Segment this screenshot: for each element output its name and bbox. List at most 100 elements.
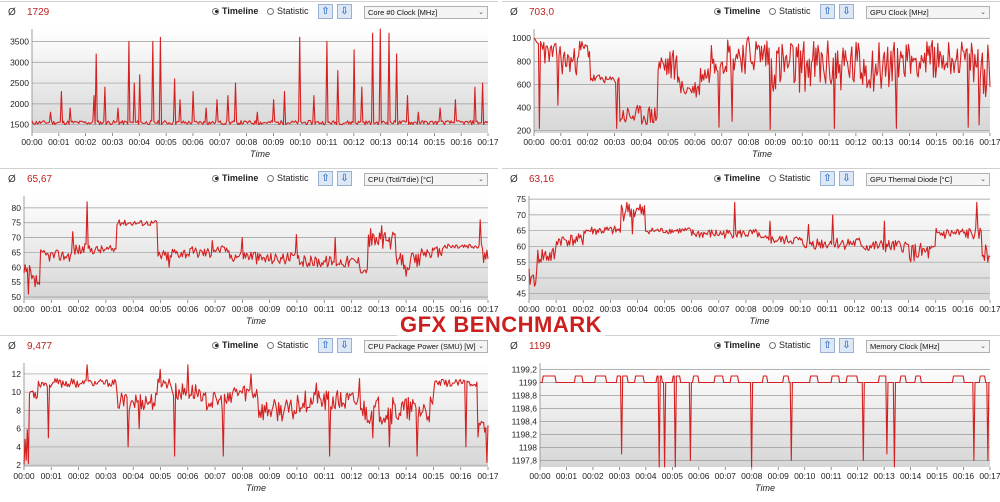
x-tick-label: 00:00	[13, 471, 35, 481]
x-axis-label: Time	[752, 149, 772, 159]
x-tick-label: 00:03	[102, 137, 124, 147]
radio-selected-icon	[212, 7, 219, 15]
chevron-down-icon: ⌄	[980, 176, 986, 183]
statistic-radio[interactable]: Statistic	[267, 340, 309, 350]
x-tick-label: 00:06	[681, 304, 703, 314]
chevron-down-icon: ⌄	[478, 9, 484, 16]
y-tick-label: 1197,8	[512, 456, 538, 466]
y-tick-label: 1199,2	[512, 365, 538, 375]
sensor-select[interactable]: CPU (Tctl/Tdie) [°C] ⌄	[364, 173, 488, 186]
x-tick-label: 00:16	[451, 137, 473, 147]
x-tick-label: 00:07	[209, 137, 231, 147]
sensor-select[interactable]: Core #0 Clock [MHz] ⌄	[364, 6, 488, 19]
x-tick-label: 00:02	[68, 471, 90, 481]
move-down-button[interactable]: ⇩	[337, 338, 352, 353]
sensor-select[interactable]: Memory Clock [MHz] ⌄	[866, 340, 990, 353]
x-tick-label: 00:13	[370, 137, 392, 147]
x-tick-label: 00:04	[627, 304, 649, 314]
y-tick-label: 70	[12, 233, 22, 243]
x-tick-label: 00:00	[523, 137, 545, 147]
timeline-chart: 1500 2000 2500 3000 3500 00:00 00:01 00:02 00:03…	[10, 28, 498, 159]
arrow-up-icon: ⇧	[321, 340, 330, 351]
y-tick-label: 8	[16, 405, 21, 415]
x-tick-label: 00:00	[21, 137, 43, 147]
statistic-label: Statistic	[779, 340, 811, 350]
statistic-radio[interactable]: Statistic	[267, 6, 309, 16]
average-symbol: Ø	[510, 341, 518, 352]
statistic-radio[interactable]: Statistic	[769, 6, 811, 16]
move-down-button[interactable]: ⇩	[839, 4, 854, 19]
y-tick-label: 10	[12, 387, 22, 397]
statistic-label: Statistic	[779, 173, 811, 183]
y-tick-label: 45	[517, 289, 527, 299]
arrow-down-icon: ⇩	[340, 340, 349, 351]
y-tick-label: 12	[12, 369, 22, 379]
timeline-radio[interactable]: Timeline	[714, 340, 760, 350]
x-tick-label: 00:04	[635, 471, 657, 481]
move-up-button[interactable]: ⇧	[820, 171, 835, 186]
series-line	[23, 364, 489, 465]
x-tick-label: 00:10	[286, 471, 308, 481]
x-tick-label: 00:03	[609, 471, 631, 481]
move-up-button[interactable]: ⇧	[318, 171, 333, 186]
move-down-button[interactable]: ⇩	[337, 4, 352, 19]
move-down-button[interactable]: ⇩	[839, 171, 854, 186]
sensor-select[interactable]: GPU Clock [MHz] ⌄	[866, 6, 990, 19]
y-tick-label: 1500	[10, 120, 29, 130]
timeline-radio[interactable]: Timeline	[714, 6, 760, 16]
radio-unselected-icon	[769, 7, 776, 15]
x-tick-label: 00:11	[821, 471, 842, 481]
timeline-label: Timeline	[724, 173, 761, 183]
sensor-select-value: GPU Clock [MHz]	[870, 8, 929, 17]
y-tick-label: 1198,4	[512, 417, 538, 427]
statistic-radio[interactable]: Statistic	[769, 340, 811, 350]
y-tick-label: 1198,8	[512, 391, 538, 401]
chevron-down-icon: ⌄	[478, 176, 484, 183]
timeline-radio[interactable]: Timeline	[212, 6, 258, 16]
move-up-button[interactable]: ⇧	[318, 338, 333, 353]
sensor-panel: Ø 65,67 Timeline Statistic ⇧ ⇩ CPU (Tctl…	[0, 168, 498, 333]
x-tick-label: 00:02	[75, 137, 97, 147]
move-up-button[interactable]: ⇧	[318, 4, 333, 19]
sensor-select[interactable]: CPU Package Power (SMU) [W] ⌄	[364, 340, 488, 353]
x-tick-label: 00:06	[177, 304, 199, 314]
x-tick-label: 00:11	[817, 304, 838, 314]
x-tick-label: 00:14	[898, 304, 920, 314]
x-tick-label: 00:09	[263, 137, 285, 147]
timeline-chart: 50 55 60 65 70 75 80 00:00 00:01 00:02 00:03 00:04 0…	[12, 196, 498, 326]
move-up-button[interactable]: ⇧	[820, 338, 835, 353]
y-tick-label: 55	[12, 277, 22, 287]
timeline-chart: 45 50 55 60 65 70 75 00:00 00:01 00:02 00:03 00:04 0…	[517, 194, 1000, 326]
move-down-button[interactable]: ⇩	[337, 171, 352, 186]
y-tick-label: 65	[12, 247, 22, 257]
sensor-panel: Ø 63,16 Timeline Statistic ⇧ ⇩ GPU Therm…	[502, 168, 1000, 333]
plot-area	[540, 363, 990, 467]
x-tick-label: 00:14	[395, 304, 417, 314]
timeline-label: Timeline	[724, 6, 761, 16]
timeline-radio[interactable]: Timeline	[714, 173, 760, 183]
x-tick-label: 00:06	[684, 137, 706, 147]
x-tick-label: 00:09	[765, 137, 787, 147]
move-up-button[interactable]: ⇧	[820, 4, 835, 19]
timeline-chart: 2 4 6 8 10 12 00:00 00:01 00:02 00:03 00:04 00:05 00…	[12, 363, 498, 493]
timeline-radio[interactable]: Timeline	[212, 340, 258, 350]
y-tick-label: 50	[517, 273, 527, 283]
x-tick-label: 00:16	[450, 471, 472, 481]
arrow-down-icon: ⇩	[340, 173, 349, 184]
timeline-radio[interactable]: Timeline	[212, 173, 258, 183]
arrow-up-icon: ⇧	[321, 6, 330, 17]
series-line	[540, 375, 990, 468]
x-tick-label: 00:08	[735, 304, 757, 314]
statistic-radio[interactable]: Statistic	[769, 173, 811, 183]
radio-unselected-icon	[267, 174, 274, 182]
move-down-button[interactable]: ⇩	[839, 338, 854, 353]
sensor-select[interactable]: GPU Thermal Diode [°C] ⌄	[866, 173, 990, 186]
sensor-select-value: CPU Package Power (SMU) [W]	[368, 342, 476, 351]
timeline-label: Timeline	[222, 173, 259, 183]
x-tick-label: 00:14	[397, 137, 419, 147]
statistic-radio[interactable]: Statistic	[267, 173, 309, 183]
x-tick-label: 00:09	[762, 304, 784, 314]
x-tick-label: 00:04	[123, 471, 145, 481]
x-tick-label: 00:09	[259, 471, 281, 481]
radio-selected-icon	[714, 7, 721, 15]
